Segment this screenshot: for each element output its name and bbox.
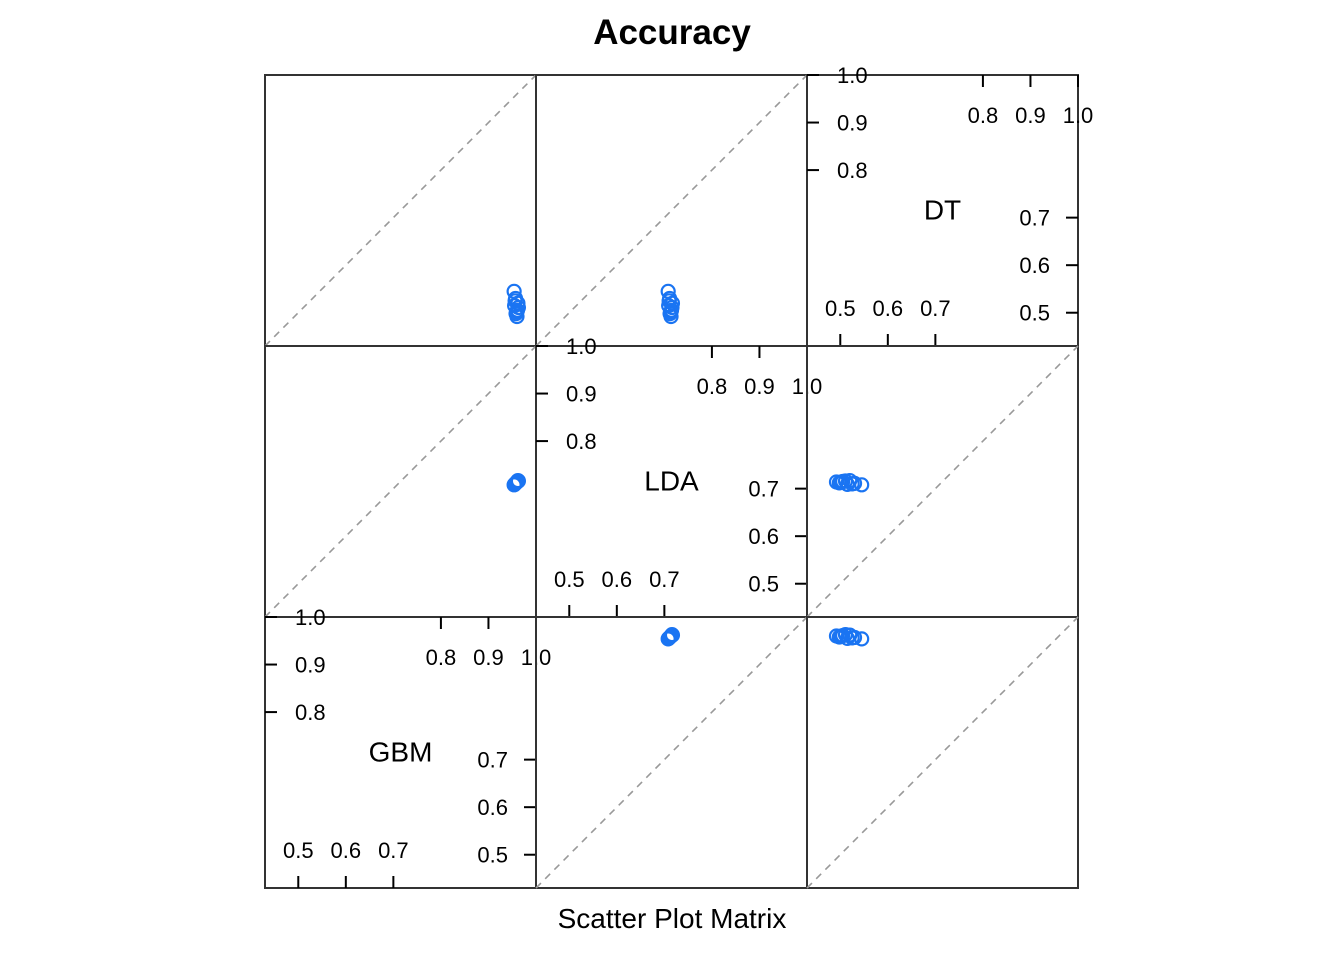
data-point [507,293,523,309]
tick-label: 0.7 [748,477,779,502]
tick-label: 0.5 [283,838,314,863]
tick-label: 1.0 [566,334,597,359]
data-point [510,473,527,489]
tick-label: 0.8 [566,429,597,454]
data-point [854,631,870,647]
tick-label: 0.5 [477,843,508,868]
tick-label: 0.8 [426,645,457,670]
diagonal-variable-label: GBM [369,737,433,768]
tick-label: 1.0 [295,605,326,630]
tick-label: 0.6 [748,524,779,549]
data-point [844,476,860,492]
data-point [663,308,679,325]
diagonal-variable-label: DT [924,195,961,226]
data-point [828,628,845,644]
tick-label: 0.5 [748,572,779,597]
tick-label: 0.6 [602,567,633,592]
reference-line [535,616,808,889]
data-point [506,283,522,299]
x-axis-label: Scatter Plot Matrix [558,903,787,934]
tick-label: 0.9 [1015,103,1046,128]
tick-label: 1.0 [837,63,868,88]
tick-label: 0.9 [837,111,868,136]
tick-label: 0.7 [1019,206,1050,231]
tick-label: 0.9 [295,653,326,678]
tick-label: 0.8 [837,158,868,183]
tick-label: 1.0 [1063,103,1094,128]
tick-label: 0.9 [566,382,597,407]
data-point [828,474,845,490]
data-point [854,477,870,493]
tick-label: 0.6 [331,838,362,863]
reference-line [264,74,537,347]
tick-label: 0.9 [473,645,504,670]
tick-label: 0.7 [920,296,951,321]
data-point [664,626,680,643]
tick-label: 0.9 [744,374,775,399]
tick-label: 0.8 [295,700,326,725]
tick-label: 0.7 [649,567,680,592]
tick-label: 0.7 [378,838,409,863]
data-point [661,293,677,309]
tick-label: 0.5 [554,567,585,592]
data-point [507,476,523,492]
diagonal-variable-label: LDA [644,466,699,497]
tick-label: 0.6 [1019,253,1050,278]
data-point [509,308,525,325]
tick-label: 0.8 [968,103,999,128]
data-point [661,630,677,646]
tick-label: 0.5 [825,296,856,321]
reference-line [806,616,1079,889]
tick-label: 0.5 [1019,301,1050,326]
tick-label: 0.6 [873,296,904,321]
tick-label: 0.8 [697,374,728,399]
matrix-panels: DT 0.5 0.5 0.6 0.6 0.7 0.7 0.8 0.8 0.9 0.9 1.0 1.0 LD… [264,63,1094,889]
panel-frame [806,616,1079,889]
tick-label: 0.7 [477,748,508,773]
chart-title: Accuracy [593,13,751,52]
reference-line [264,345,537,618]
data-point [660,283,676,299]
tick-label: 0.6 [477,795,508,820]
data-point [844,630,860,646]
